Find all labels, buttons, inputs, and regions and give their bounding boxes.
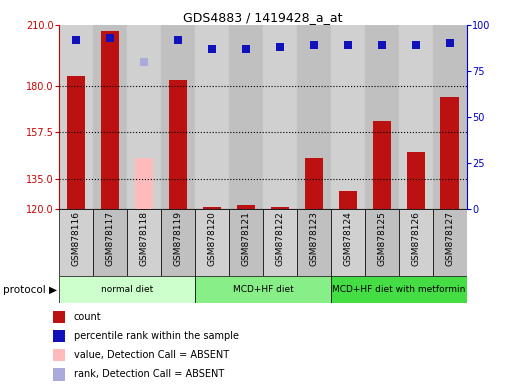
Point — [174, 36, 182, 43]
Bar — [59, 209, 93, 276]
Point — [208, 46, 216, 52]
Point — [378, 42, 386, 48]
Bar — [270, 207, 289, 209]
Text: count: count — [74, 312, 102, 322]
Bar — [365, 25, 399, 209]
Text: GSM878116: GSM878116 — [71, 211, 81, 266]
Bar — [263, 25, 297, 209]
Text: rank, Detection Call = ABSENT: rank, Detection Call = ABSENT — [74, 369, 224, 379]
Bar — [101, 31, 120, 209]
Text: GSM878122: GSM878122 — [275, 211, 284, 266]
Point — [446, 40, 454, 46]
Bar — [53, 311, 66, 323]
Bar — [331, 25, 365, 209]
Bar — [195, 209, 229, 276]
Bar — [93, 209, 127, 276]
Point — [412, 42, 420, 48]
Point — [276, 44, 284, 50]
Point — [344, 42, 352, 48]
Bar — [229, 209, 263, 276]
Text: GSM878126: GSM878126 — [411, 211, 420, 266]
Bar — [399, 25, 433, 209]
Text: protocol ▶: protocol ▶ — [3, 285, 56, 295]
Text: GSM878119: GSM878119 — [173, 211, 183, 266]
Bar — [203, 207, 221, 209]
Bar — [297, 25, 331, 209]
Text: normal diet: normal diet — [101, 285, 153, 295]
Bar — [195, 276, 331, 303]
Bar — [53, 330, 66, 342]
Bar — [229, 25, 263, 209]
Bar — [331, 276, 467, 303]
Bar — [127, 209, 161, 276]
Text: GSM878117: GSM878117 — [106, 211, 114, 266]
Bar — [305, 158, 323, 209]
Text: GSM878121: GSM878121 — [242, 211, 250, 266]
Text: value, Detection Call = ABSENT: value, Detection Call = ABSENT — [74, 350, 229, 360]
Bar — [161, 25, 195, 209]
Bar — [59, 25, 93, 209]
Bar — [297, 209, 331, 276]
Text: GSM878124: GSM878124 — [343, 211, 352, 266]
Bar — [236, 205, 255, 209]
Bar — [406, 152, 425, 209]
Bar — [53, 349, 66, 361]
Text: GSM878125: GSM878125 — [378, 211, 386, 266]
Bar — [339, 191, 357, 209]
Bar — [169, 80, 187, 209]
Bar — [433, 209, 467, 276]
Point — [106, 35, 114, 41]
Text: GSM878120: GSM878120 — [207, 211, 216, 266]
Text: MCD+HF diet with metformin: MCD+HF diet with metformin — [332, 285, 465, 295]
Bar — [365, 209, 399, 276]
Bar — [53, 368, 66, 381]
Bar — [67, 76, 85, 209]
Point — [72, 36, 80, 43]
Bar — [134, 158, 153, 209]
Text: GSM878118: GSM878118 — [140, 211, 148, 266]
Point — [140, 59, 148, 65]
Bar — [93, 25, 127, 209]
Title: GDS4883 / 1419428_a_at: GDS4883 / 1419428_a_at — [183, 11, 343, 24]
Bar — [59, 276, 195, 303]
Bar — [263, 209, 297, 276]
Bar — [441, 97, 459, 209]
Text: percentile rank within the sample: percentile rank within the sample — [74, 331, 239, 341]
Point — [242, 46, 250, 52]
Text: GSM878127: GSM878127 — [445, 211, 455, 266]
Bar — [161, 209, 195, 276]
Bar — [127, 25, 161, 209]
Text: GSM878123: GSM878123 — [309, 211, 319, 266]
Bar — [399, 209, 433, 276]
Bar — [331, 209, 365, 276]
Bar — [195, 25, 229, 209]
Point — [310, 42, 318, 48]
Text: MCD+HF diet: MCD+HF diet — [232, 285, 293, 295]
Bar — [372, 121, 391, 209]
Bar — [433, 25, 467, 209]
